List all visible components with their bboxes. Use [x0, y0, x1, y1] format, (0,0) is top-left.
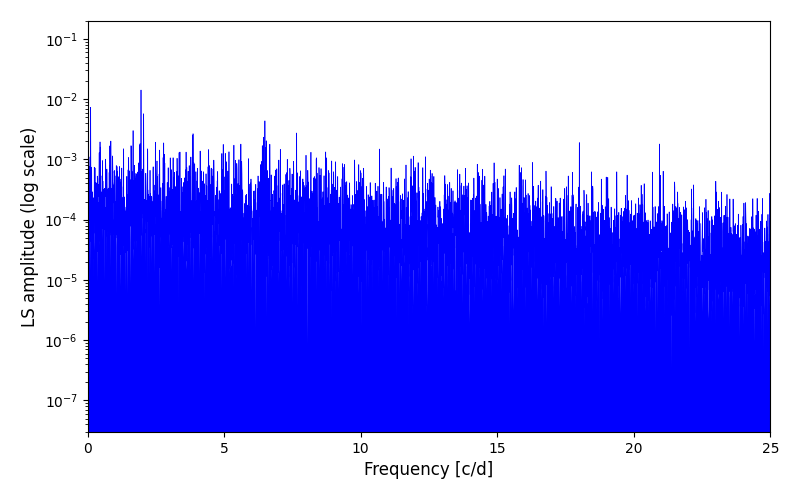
X-axis label: Frequency [c/d]: Frequency [c/d] — [364, 461, 494, 479]
Y-axis label: LS amplitude (log scale): LS amplitude (log scale) — [21, 126, 39, 326]
